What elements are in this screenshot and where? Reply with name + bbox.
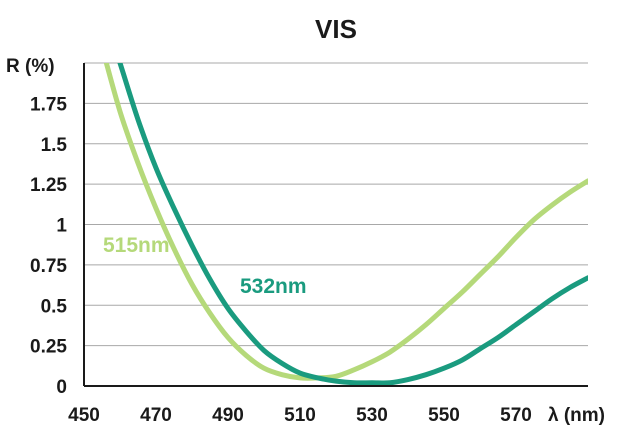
x-tick-label: 510 bbox=[284, 405, 316, 426]
y-tick-label: 1 bbox=[56, 216, 67, 237]
x-tick-label: 470 bbox=[140, 405, 172, 426]
tick-labels: 0 0.25 0.5 0.75 1 1.25 1.5 1.75 450 470 490 510 530 5… bbox=[30, 94, 532, 426]
x-tick-label: 450 bbox=[68, 405, 100, 426]
axes bbox=[83, 63, 588, 387]
y-tick-label: 1.5 bbox=[41, 135, 68, 156]
series-label-532nm: 532nm bbox=[240, 275, 307, 298]
y-tick-label: 1.25 bbox=[30, 175, 67, 196]
series-line-515nm bbox=[103, 63, 588, 381]
y-tick-label: 0.75 bbox=[30, 256, 67, 277]
y-tick-label: 1.75 bbox=[30, 94, 67, 115]
series-label-515nm: 515nm bbox=[103, 234, 170, 257]
x-tick-label: 550 bbox=[428, 405, 460, 426]
y-tick-label: 0.25 bbox=[30, 337, 67, 358]
y-tick-label: 0 bbox=[56, 377, 67, 398]
x-tick-label: 570 bbox=[500, 405, 532, 426]
x-axis-title: λ (nm) bbox=[548, 405, 605, 426]
series-line-532nm bbox=[117, 63, 588, 386]
series-lines bbox=[103, 63, 588, 386]
x-tick-label: 530 bbox=[356, 405, 388, 426]
y-tick-label: 0.5 bbox=[41, 296, 68, 317]
x-tick-label: 490 bbox=[212, 405, 244, 426]
grid bbox=[84, 62, 588, 347]
y-axis-title: R (%) bbox=[6, 56, 55, 77]
chart-title: VIS bbox=[315, 14, 357, 44]
